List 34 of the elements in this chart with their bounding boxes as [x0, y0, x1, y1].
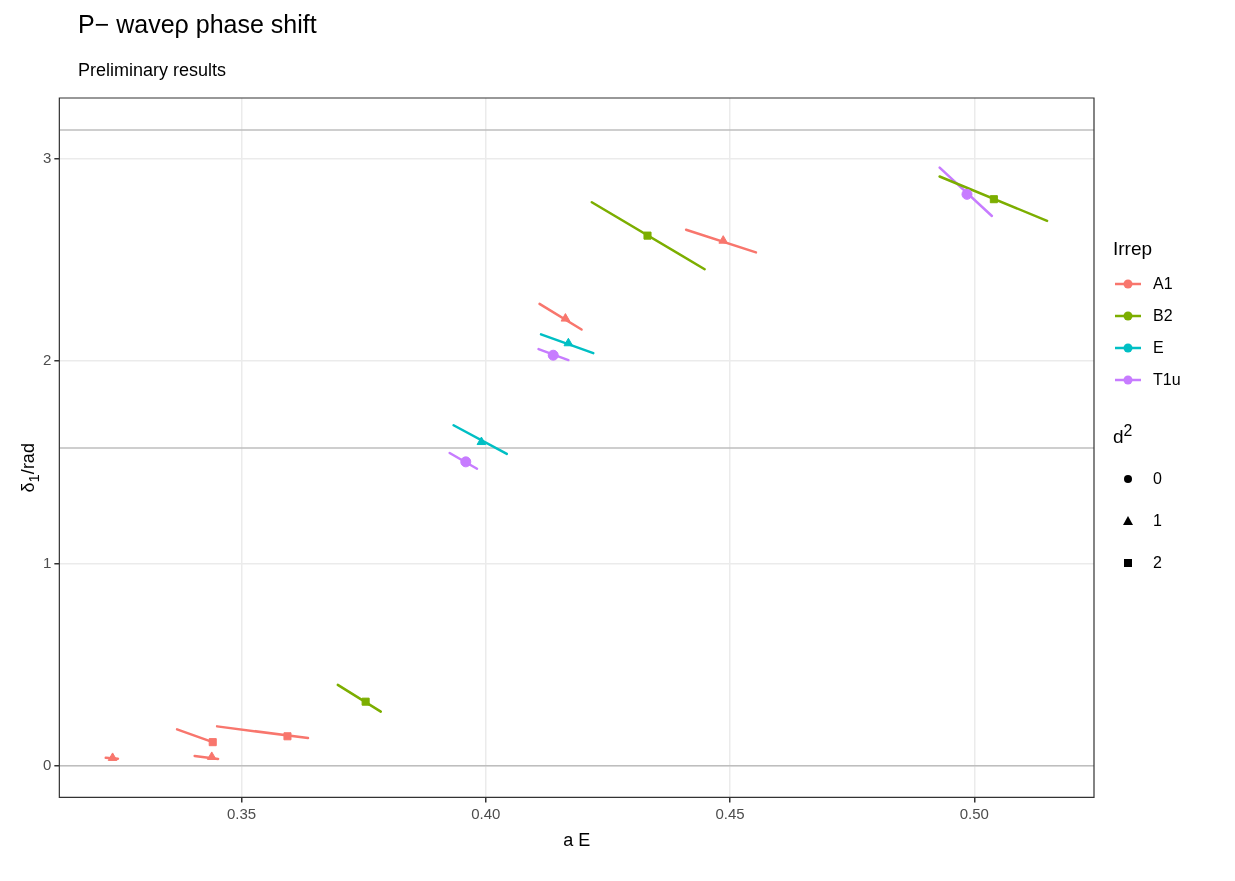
- x-tick-label: 0.40: [471, 804, 501, 822]
- legend-label: T1u: [1153, 371, 1181, 389]
- legend-title: Irrep: [1113, 238, 1154, 260]
- point: [560, 313, 571, 322]
- point: [283, 732, 292, 741]
- x-tick-label: 0.45: [715, 804, 745, 822]
- chart-title: P− waveρ phase shift: [78, 10, 317, 39]
- point: [206, 751, 217, 760]
- y-tick-label: 2: [43, 351, 52, 369]
- text: 2: [1153, 554, 1162, 573]
- chart-subtitle: Preliminary results: [78, 60, 227, 81]
- legend-label: B2: [1153, 307, 1173, 325]
- point: [547, 349, 559, 361]
- text: 1: [1153, 512, 1162, 531]
- legend-label: E: [1153, 339, 1164, 357]
- y-tick-label: 0: [43, 755, 52, 773]
- legend-label: A1: [1153, 275, 1173, 293]
- point: [208, 738, 217, 747]
- x-tick-label: 0.35: [226, 804, 257, 822]
- text: d$^{2}$: [1113, 422, 1134, 449]
- point: [563, 337, 574, 347]
- point: [989, 195, 998, 204]
- point: [718, 235, 729, 244]
- x-tick-label: 0.50: [959, 804, 989, 822]
- y-tick-label: 1: [43, 553, 52, 571]
- point: [961, 188, 973, 200]
- point: [643, 231, 652, 240]
- point: [476, 436, 487, 446]
- point: [460, 456, 472, 468]
- point: [361, 697, 370, 706]
- x-axis-title: a E: [563, 830, 591, 851]
- text: 0: [1153, 470, 1162, 489]
- point: [107, 752, 118, 761]
- y-tick-label: 3: [43, 148, 52, 166]
